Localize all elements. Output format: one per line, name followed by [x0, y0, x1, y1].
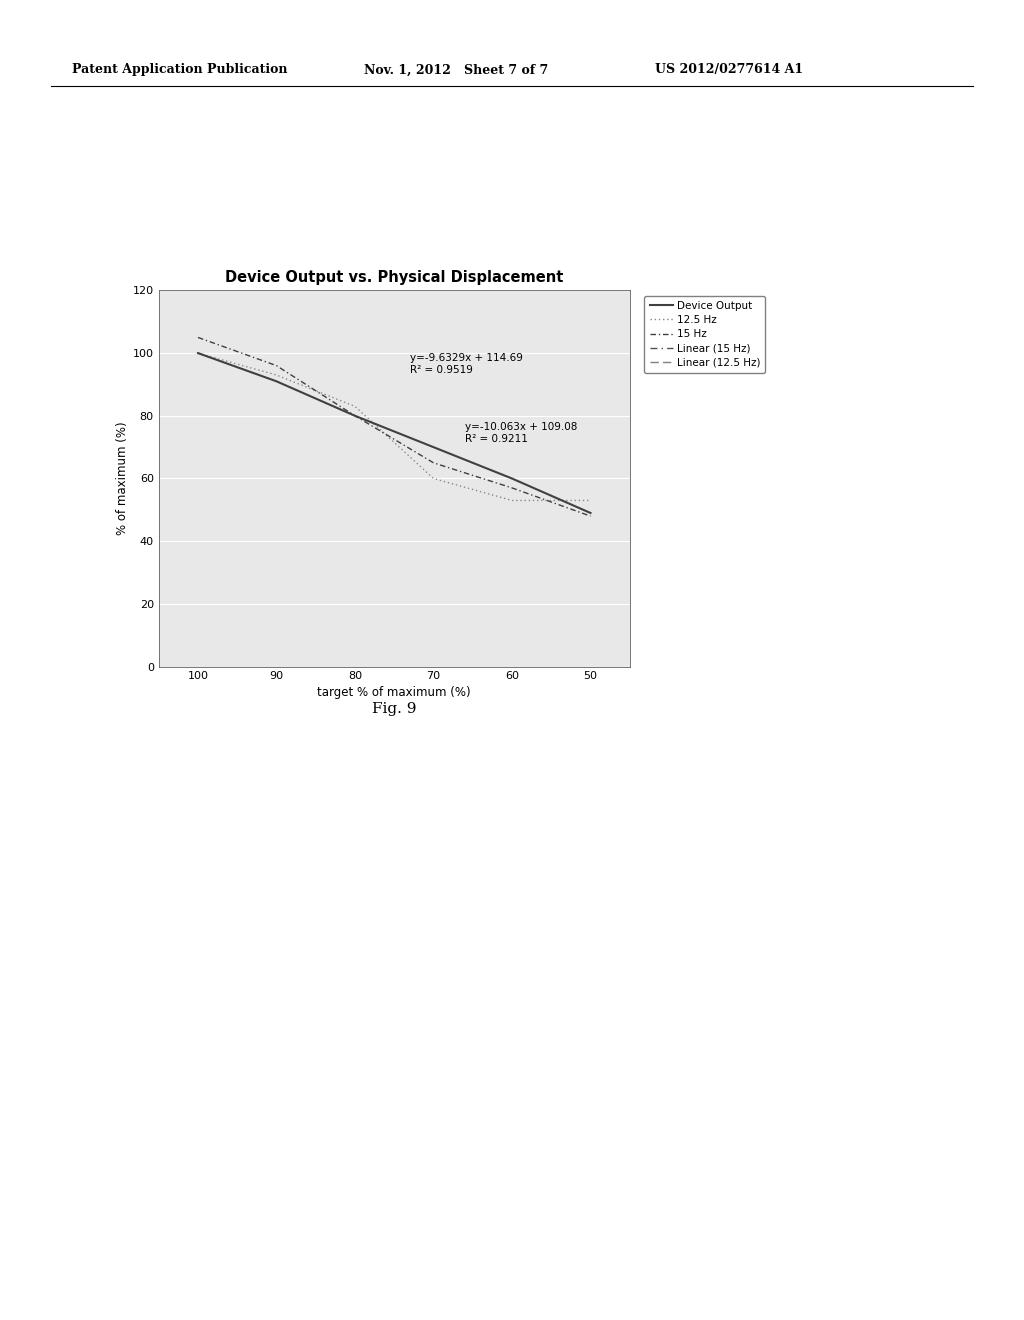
15 Hz — [349, 408, 361, 424]
Text: y=-9.6329x + 114.69
R² = 0.9519: y=-9.6329x + 114.69 R² = 0.9519 — [410, 354, 523, 375]
Line: 15 Hz: 15 Hz — [198, 338, 591, 516]
Device Output — [427, 440, 439, 455]
12.5 Hz — [270, 367, 283, 383]
12.5 Hz — [427, 471, 439, 487]
15 Hz — [191, 330, 204, 346]
Text: Fig. 9: Fig. 9 — [372, 702, 417, 717]
Device Output — [270, 374, 283, 389]
Text: Patent Application Publication: Patent Application Publication — [72, 63, 287, 77]
15 Hz — [427, 455, 439, 471]
Title: Device Output vs. Physical Displacement: Device Output vs. Physical Displacement — [225, 271, 563, 285]
Line: 12.5 Hz: 12.5 Hz — [198, 352, 591, 500]
Text: Nov. 1, 2012   Sheet 7 of 7: Nov. 1, 2012 Sheet 7 of 7 — [364, 63, 548, 77]
12.5 Hz — [585, 492, 597, 508]
Y-axis label: % of maximum (%): % of maximum (%) — [116, 421, 129, 536]
Device Output — [585, 506, 597, 521]
Text: US 2012/0277614 A1: US 2012/0277614 A1 — [655, 63, 804, 77]
Device Output — [349, 408, 361, 424]
Legend: Device Output, 12.5 Hz, 15 Hz, Linear (15 Hz), Linear (12.5 Hz): Device Output, 12.5 Hz, 15 Hz, Linear (1… — [644, 296, 765, 372]
15 Hz — [506, 480, 518, 496]
15 Hz — [270, 358, 283, 374]
X-axis label: target % of maximum (%): target % of maximum (%) — [317, 685, 471, 698]
12.5 Hz — [191, 345, 204, 360]
12.5 Hz — [506, 492, 518, 508]
Text: y=-10.063x + 109.08
R² = 0.9211: y=-10.063x + 109.08 R² = 0.9211 — [465, 422, 578, 444]
Line: Device Output: Device Output — [198, 352, 591, 513]
12.5 Hz — [349, 399, 361, 414]
Device Output — [506, 471, 518, 487]
15 Hz — [585, 508, 597, 524]
Device Output — [191, 345, 204, 360]
